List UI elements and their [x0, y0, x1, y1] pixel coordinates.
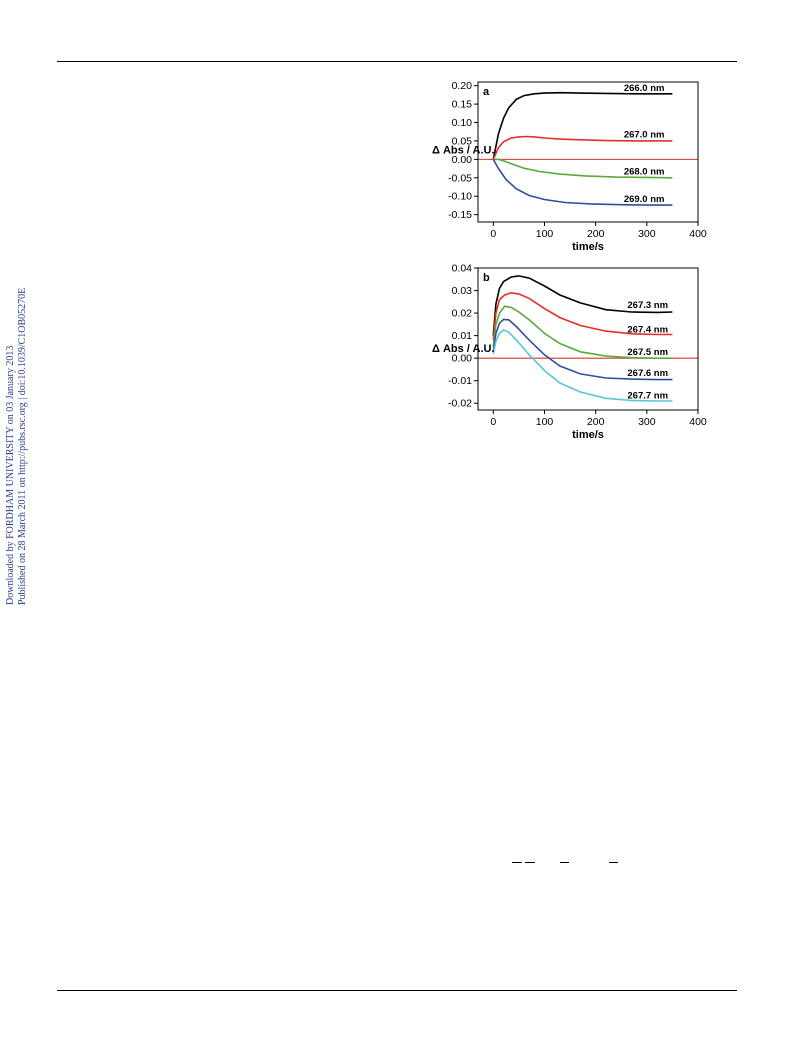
chart-panel-a: 266.0 nm 267.0 nm 268.0 nm 269.0 nm 0 100 200 3… — [432, 80, 707, 253]
series-label: 267.5 nm — [627, 347, 668, 358]
x-tick-label: 300 — [638, 228, 656, 240]
footer-rule — [57, 990, 737, 991]
panel-letter: a — [483, 86, 490, 98]
y-tick-label: 0.00 — [452, 353, 473, 365]
y-tick-label: -0.02 — [448, 398, 472, 410]
x-tick-label: 0 — [490, 228, 496, 240]
dash-mark — [512, 862, 522, 863]
y-tick-label: 0.05 — [452, 135, 473, 147]
series-label: 266.0 nm — [624, 83, 665, 94]
series-line-2676 — [492, 318, 673, 381]
x-tick-label: 100 — [536, 416, 554, 428]
x-tick-label: 400 — [689, 416, 707, 428]
y-axis-label: Δ Abs / A.U. — [432, 144, 495, 156]
x-axis-label: time/s — [572, 429, 604, 441]
y-tick-label: -0.15 — [448, 209, 472, 221]
series-label: 267.4 nm — [627, 325, 668, 336]
y-tick-label: -0.10 — [448, 191, 472, 203]
y-tick-label: 0.10 — [452, 117, 473, 129]
download-watermark: Downloaded by FORDHAM UNIVERSITY on 03 J… — [5, 288, 29, 605]
y-tick-label: 0.20 — [452, 80, 473, 92]
x-tick-label: 0 — [490, 416, 496, 428]
header-rule — [57, 61, 737, 62]
x-tick-label: 200 — [587, 416, 605, 428]
series-line-2674 — [492, 291, 673, 341]
y-tick-label: -0.05 — [448, 172, 472, 184]
y-tick-label: 0.02 — [452, 308, 473, 320]
series-label: 267.0 nm — [624, 130, 665, 141]
x-tick-label: 200 — [587, 228, 605, 240]
series-line-2690 — [492, 159, 673, 206]
series-line-2660 — [492, 91, 673, 160]
y-tick-label: 0.04 — [452, 263, 473, 275]
series-label: 267.6 nm — [627, 368, 668, 379]
series-line-2680 — [493, 158, 673, 179]
y-tick-label: -0.01 — [448, 375, 472, 387]
plot-frame — [477, 81, 699, 223]
published-line: Published on 28 March 2011 on http://pub… — [17, 287, 28, 605]
y-tick-label: 0.00 — [452, 154, 473, 166]
x-axis-label: time/s — [572, 241, 604, 253]
series-line-2675 — [492, 305, 673, 359]
plot-frame — [477, 267, 699, 411]
x-tick-label: 100 — [536, 228, 554, 240]
dash-mark — [560, 862, 569, 863]
series-label: 267.3 nm — [627, 300, 668, 311]
y-tick-label: 0.03 — [452, 285, 473, 297]
y-tick-label: 0.01 — [452, 330, 473, 342]
series-label: 268.0 nm — [624, 167, 665, 178]
x-tick-label: 400 — [689, 228, 707, 240]
dash-mark — [525, 862, 535, 863]
panel-letter: b — [483, 272, 490, 284]
x-tick-label: 300 — [638, 416, 656, 428]
series-line-2670 — [492, 135, 673, 160]
series-line-2673 — [492, 275, 673, 336]
chart-panel-b: 267.3 nm 267.4 nm 267.5 nm 267.6 nm 267.7 nm… — [432, 263, 707, 442]
download-line: Downloaded by FORDHAM UNIVERSITY on 03 J… — [5, 345, 16, 605]
y-tick-label: 0.15 — [452, 99, 473, 111]
y-axis-label: Δ Abs / A.U. — [432, 343, 495, 355]
equation-fragment-marks — [512, 862, 622, 866]
series-label: 267.7 nm — [627, 390, 668, 401]
series-label: 269.0 nm — [624, 194, 665, 205]
dash-mark — [609, 862, 618, 863]
series-line-2677 — [492, 329, 673, 402]
